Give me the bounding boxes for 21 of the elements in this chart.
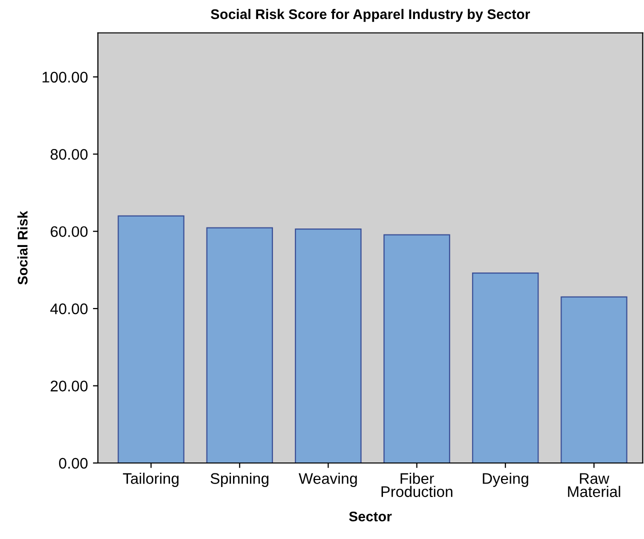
y-tick-label: 40.00 bbox=[50, 303, 88, 314]
x-tick-label: Tailoring bbox=[122, 472, 179, 487]
y-tick-label: 80.00 bbox=[50, 148, 88, 160]
bar bbox=[560, 296, 628, 463]
bar bbox=[383, 234, 450, 463]
bar bbox=[118, 215, 184, 463]
x-tick-label: Fiber Production bbox=[382, 472, 452, 498]
y-tick-label: 100.00 bbox=[42, 72, 88, 83]
x-tick-label: Spinning bbox=[210, 472, 268, 487]
x-axis-title: Sector bbox=[349, 512, 392, 522]
y-tick-label: 60.00 bbox=[50, 226, 88, 238]
y-tick-label: 0.00 bbox=[59, 458, 88, 469]
y-tick-label: 20.00 bbox=[50, 380, 88, 392]
x-tick-label: Raw Material bbox=[568, 473, 620, 498]
bar bbox=[472, 272, 539, 463]
bar bbox=[294, 228, 362, 463]
x-tick-label: Weaving bbox=[298, 472, 357, 487]
chart-title: Social Risk Score for Apparel Industry by Sector bbox=[210, 8, 530, 22]
bar bbox=[206, 227, 273, 463]
x-tick-label: Dyeing bbox=[482, 472, 528, 487]
y-axis-title: Social Risk bbox=[17, 210, 28, 285]
